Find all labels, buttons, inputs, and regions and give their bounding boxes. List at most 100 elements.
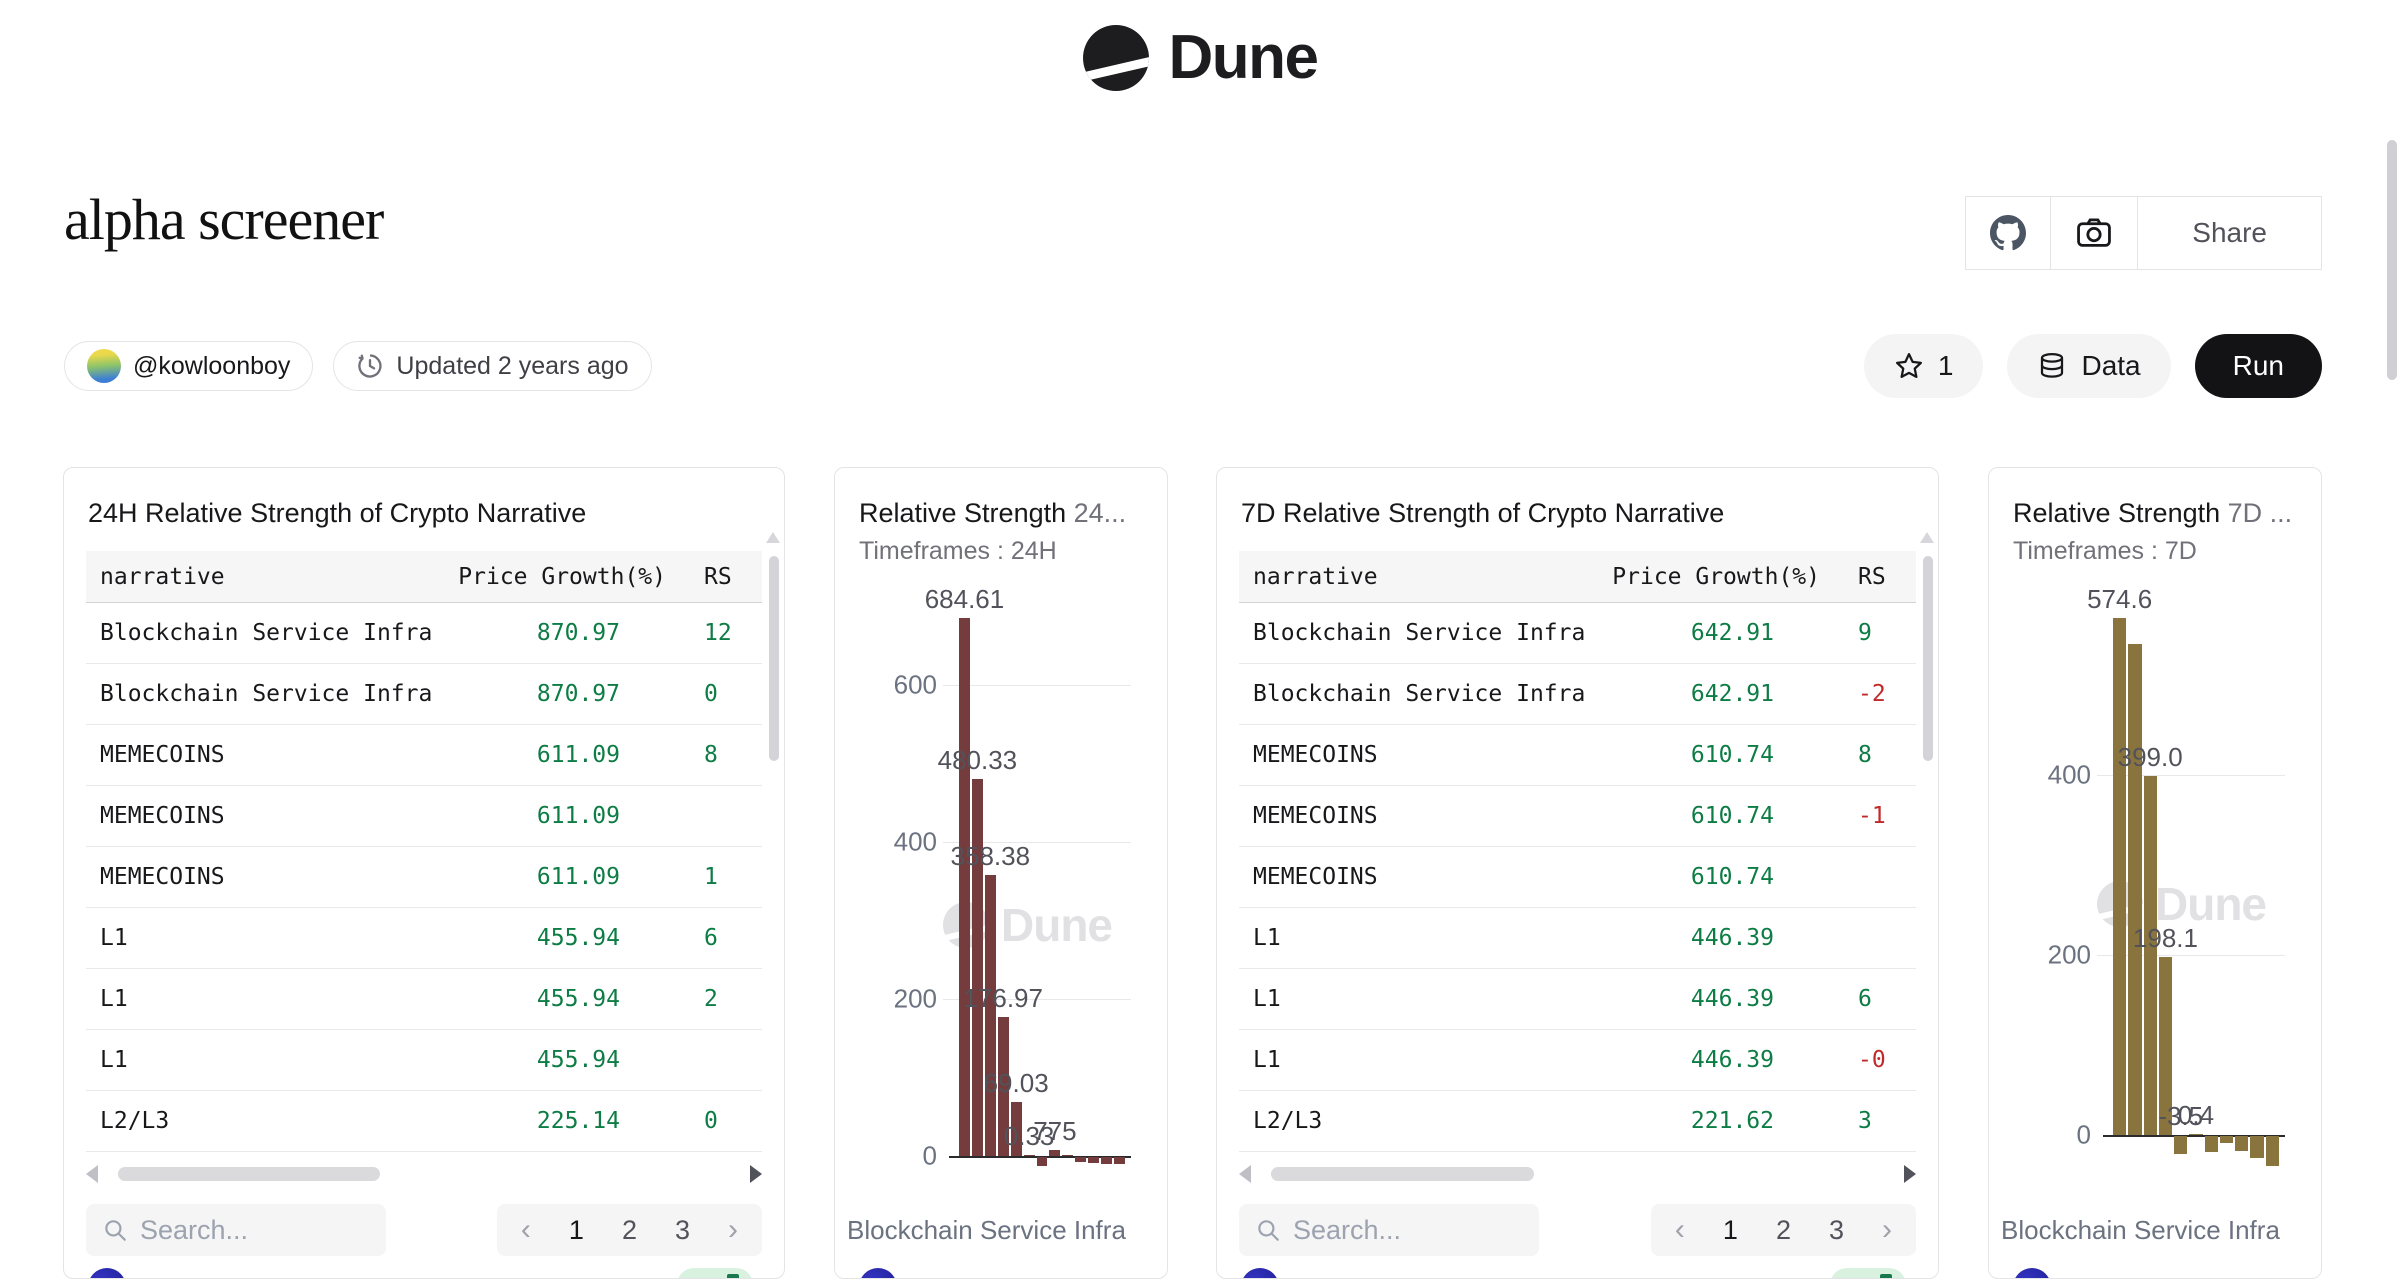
table-row: MEMECOINS 611.09 8 (86, 725, 762, 786)
cell-narrative: L1 (1253, 1047, 1281, 1073)
cell-price-growth: 225.14 (536, 1108, 620, 1134)
bar (2235, 1136, 2249, 1151)
table-scroll-up-icon[interactable] (1920, 532, 1934, 543)
data-button[interactable]: Data (2007, 334, 2171, 398)
table-vertical-scrollbar[interactable] (769, 556, 779, 761)
cell-rs: 9 (1858, 620, 1872, 646)
chart-subtitle: Timeframes : 24H (859, 537, 1057, 565)
table-search[interactable] (1239, 1204, 1539, 1256)
table-row: MEMECOINS 611.09 1 (86, 847, 762, 908)
data-label: Data (2081, 350, 2141, 381)
cell-narrative: Blockchain Service Infra (100, 681, 433, 707)
narrative-table-7d: narrative Price Growth(%) RS Blockchain … (1239, 551, 1916, 1152)
col-narrative[interactable]: narrative (1253, 563, 1378, 590)
bar (1049, 1150, 1061, 1157)
search-icon (105, 1220, 126, 1241)
search-input[interactable] (140, 1214, 360, 1246)
scroll-left-icon[interactable] (1239, 1165, 1251, 1183)
pagination: ‹ 1 2 3 › (496, 1204, 762, 1256)
panel-7d-chart: Relative Strength 7D ... Timeframes : 7D… (1988, 467, 2322, 1279)
scroll-right-icon[interactable] (750, 1165, 762, 1183)
clock-icon (358, 354, 382, 378)
bar (984, 874, 996, 1157)
col-price-growth[interactable]: Price Growth(%) (1612, 563, 1820, 590)
cell-price-growth: 455.94 (536, 986, 620, 1012)
cell-narrative: Blockchain Service Infra (100, 620, 433, 646)
scroll-left-icon[interactable] (86, 1165, 98, 1183)
table-vertical-scrollbar[interactable] (1923, 556, 1933, 761)
bar (1036, 1157, 1048, 1166)
cell-rs: 6 (1858, 986, 1872, 1012)
y-tick-label: 200 (2047, 939, 2091, 970)
pagination: ‹ 1 2 3 › (1650, 1204, 1916, 1256)
screenshot-button[interactable] (2050, 197, 2137, 269)
chart-title-suffix: 7D ... (2227, 498, 2293, 528)
y-tick-label: 400 (2047, 759, 2091, 790)
author-badge[interactable]: @kowloonboy (64, 341, 314, 391)
table-scroll-up-icon[interactable] (766, 532, 780, 543)
cell-rs: 0 (704, 681, 718, 707)
run-button[interactable]: Run (2194, 334, 2322, 398)
cell-narrative: MEMECOINS (1253, 742, 1378, 768)
table-row: L1 455.94 (86, 1030, 762, 1091)
cell-narrative: L1 (100, 1047, 128, 1073)
share-button[interactable]: Share (2137, 197, 2321, 269)
cell-narrative: MEMECOINS (100, 803, 225, 829)
star-button[interactable]: 1 (1863, 334, 1984, 398)
next-page-icon[interactable]: › (728, 1213, 738, 1246)
bar (1010, 1102, 1022, 1157)
cell-price-growth: 446.39 (1690, 986, 1774, 1012)
search-icon (1258, 1220, 1279, 1241)
col-rs[interactable]: RS (704, 563, 732, 590)
search-input[interactable] (1293, 1214, 1513, 1246)
table-row: MEMECOINS 610.74 (1239, 847, 1916, 908)
bar (1075, 1157, 1087, 1163)
table-row: L1 446.39 (1239, 908, 1916, 969)
status-badge (1830, 1268, 1906, 1278)
bar (1023, 1155, 1035, 1157)
h-scroll-thumb[interactable] (1271, 1167, 1534, 1181)
bar (997, 1017, 1009, 1157)
h-scroll-thumb[interactable] (118, 1167, 381, 1181)
cell-narrative: L1 (1253, 925, 1281, 951)
page-1[interactable]: 1 (568, 1214, 584, 1245)
author-avatar (87, 349, 121, 383)
panel-title: 24H Relative Strength of Crypto Narrativ… (88, 498, 587, 528)
cell-rs: -1 (1858, 803, 1886, 829)
panel-24h-table: 24H Relative Strength of Crypto Narrativ… (63, 467, 785, 1279)
bar (971, 778, 983, 1157)
table-horizontal-scrollbar[interactable] (1239, 1165, 1916, 1183)
page-3[interactable]: 3 (674, 1214, 690, 1245)
cell-rs: 1 (704, 864, 718, 890)
page-2[interactable]: 2 (621, 1214, 637, 1245)
star-icon (1895, 353, 1922, 378)
cell-rs: 8 (704, 742, 718, 768)
bar (2128, 643, 2142, 1136)
bar-chart-7d: 200 400 0 Dune 574.6 399.0 198.1 -3.5 0.4 (2011, 572, 2299, 1209)
page-3[interactable]: 3 (1828, 1214, 1844, 1245)
table-search[interactable] (86, 1204, 386, 1256)
star-count: 1 (1937, 350, 1954, 381)
col-narrative[interactable]: narrative (100, 563, 225, 590)
gridline (943, 841, 1131, 843)
run-label: Run (2232, 350, 2284, 381)
prev-page-icon[interactable]: ‹ (1674, 1213, 1685, 1246)
scroll-right-icon[interactable] (1904, 1165, 1916, 1183)
bar (2113, 618, 2127, 1136)
table-row: MEMECOINS 610.74 -1 (1239, 786, 1916, 847)
col-rs[interactable]: RS (1858, 563, 1886, 590)
col-price-growth[interactable]: Price Growth(%) (458, 563, 666, 590)
cell-rs: -2 (1858, 681, 1886, 707)
page-scrollbar[interactable] (2387, 140, 2397, 380)
bar (1101, 1157, 1113, 1164)
page-1[interactable]: 1 (1722, 1214, 1738, 1245)
prev-page-icon[interactable]: ‹ (520, 1213, 531, 1246)
y-tick-label: 200 (893, 983, 937, 1014)
bar-value-label: 0.4 (2177, 1100, 2215, 1131)
github-button[interactable] (1966, 197, 2050, 269)
table-horizontal-scrollbar[interactable] (86, 1165, 762, 1183)
chart-title: Relative Strength 24... (859, 498, 1127, 528)
bar-value-label: 198.1 (2132, 922, 2198, 953)
next-page-icon[interactable]: › (1882, 1213, 1892, 1246)
page-2[interactable]: 2 (1775, 1214, 1791, 1245)
